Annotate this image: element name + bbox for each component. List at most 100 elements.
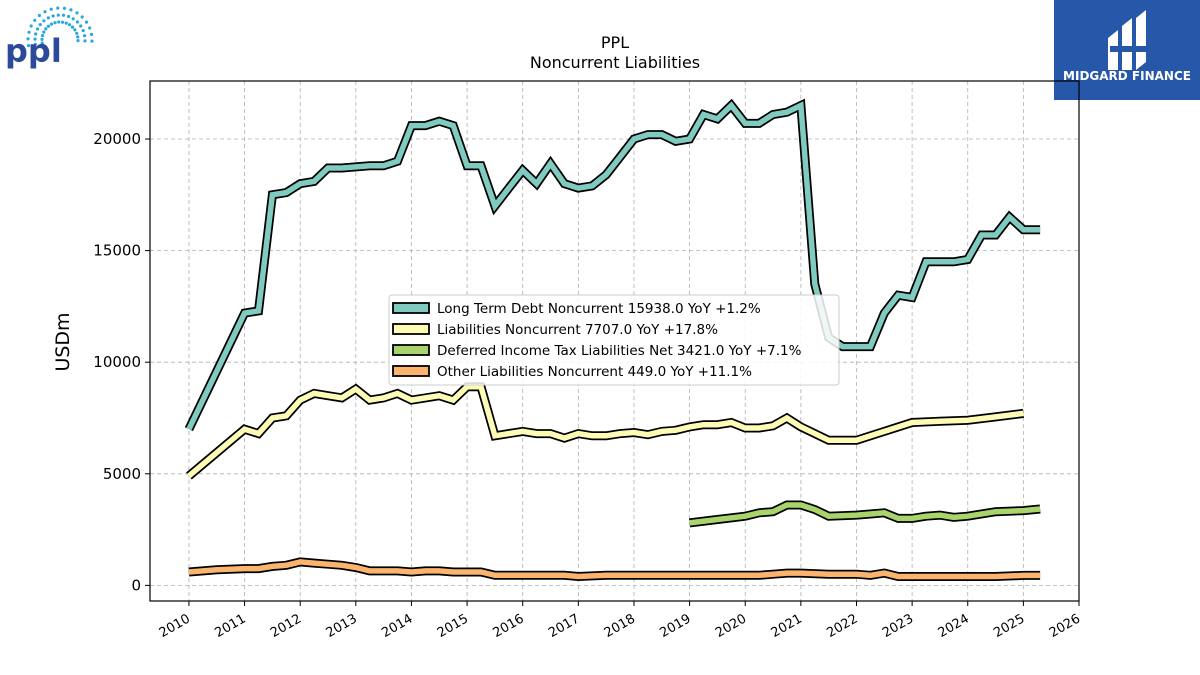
logo-ray-dot: [34, 32, 38, 36]
logo-ray-dot: [42, 19, 46, 23]
logo-ray-dot: [33, 42, 38, 46]
x-tick-label: 2024: [936, 611, 972, 641]
legend-item: Liabilities Noncurrent 7707.0 YoY +17.8%: [392, 322, 718, 338]
series-liabilities-noncurrent: [186, 382, 1024, 480]
logo-ray-dot: [69, 8, 73, 12]
series-line: [187, 384, 1024, 479]
legend-box: [388, 294, 840, 386]
x-tick-label: 2025: [991, 611, 1027, 641]
logo-ray-dot: [49, 22, 54, 26]
midgard-finance-logo: MIDGARD FINANCE: [1054, 0, 1200, 100]
y-tick-label: 0: [131, 576, 141, 594]
series-outline: [186, 382, 1024, 480]
series-line: [188, 559, 1041, 580]
logo-ray-dot: [43, 10, 47, 14]
logo-ray-dot: [73, 28, 77, 32]
legend-label: Other Liabilities Noncurrent 449.0 YoY +…: [437, 364, 752, 380]
x-tick-label: 2016: [491, 611, 527, 641]
logo-ray-dot: [76, 39, 80, 43]
x-tick-label: 2023: [880, 611, 916, 641]
logo-ray-dot: [38, 23, 42, 27]
x-tick-label: 2019: [657, 611, 693, 641]
y-axis-label: USDm: [52, 312, 74, 371]
logo-ray-dot: [79, 24, 83, 28]
x-tick-label: 2021: [769, 611, 805, 641]
x-tick-label: 2026: [1047, 611, 1083, 641]
logo-ray-dot: [26, 44, 31, 48]
logo-ray-dot: [56, 13, 60, 17]
logo-ray-dot: [60, 20, 65, 24]
logo-ray-dot: [64, 21, 68, 25]
logo-ray-dot: [57, 20, 61, 24]
x-tick-label: 2018: [602, 611, 638, 641]
legend-item: Other Liabilities Noncurrent 449.0 YoY +…: [392, 364, 752, 380]
ppl-logo-text: ppl: [5, 32, 62, 70]
logo-ray-dot: [81, 29, 85, 33]
x-tick-label: 2015: [435, 611, 471, 641]
logo-ray-dot: [75, 31, 79, 35]
logo-ray-dot: [40, 37, 44, 42]
logo-ray-dot: [67, 23, 72, 27]
series-deferred-income-tax-liabilities-net: [689, 500, 1041, 528]
chart-subtitle: Noncurrent Liabilities: [530, 53, 700, 72]
logo-ray-dot: [26, 37, 30, 41]
x-axis-ticks: 2010 2011 2012 2013 2014 2015 2016 2017 2018 2019…: [157, 601, 1083, 641]
y-tick-label: 5000: [103, 465, 141, 483]
logo-ray-dot: [67, 14, 71, 19]
logo-ray-dot: [56, 6, 60, 10]
logo-ray-dot: [61, 13, 66, 17]
logo-ray-dot: [53, 21, 57, 25]
series-long-term-debt-noncurrent: [184, 98, 1041, 432]
logo-ray-dot: [46, 16, 50, 20]
logo-ray-dot: [33, 37, 37, 41]
x-tick-label: 2014: [379, 611, 415, 641]
logo-ray-dot: [76, 35, 80, 39]
logo-ray-dot: [70, 25, 75, 29]
logo-ray-dot: [42, 30, 46, 34]
logo-ray-dot: [90, 39, 94, 43]
series-line: [689, 502, 1041, 526]
logo-ray-dot: [84, 20, 89, 24]
legend-item: Deferred Income Tax Liabilities Net 3421…: [392, 343, 802, 359]
logo-ray-dot: [40, 41, 44, 45]
legend-swatch: [392, 302, 430, 314]
logo-ray-dot: [88, 26, 92, 30]
x-tick-label: 2012: [268, 611, 304, 641]
y-tick-label: 20000: [93, 130, 141, 148]
logo-ray-dot: [29, 24, 33, 28]
series-line: [186, 101, 1041, 431]
legend-item: Long Term Debt Noncurrent 15938.0 YoY +1…: [392, 301, 761, 317]
x-tick-label: 2022: [824, 611, 860, 641]
x-tick-label: 2010: [157, 611, 193, 641]
logo-ray-dot: [37, 13, 42, 18]
logo-ray-dot: [35, 27, 40, 31]
logo-ray-dot: [75, 11, 79, 15]
legend-swatch: [392, 365, 430, 377]
logo-ray-dot: [49, 7, 53, 11]
y-axis-ticks: 0 5000 10000 15000 20000: [93, 130, 150, 594]
y-tick-label: 10000: [93, 353, 141, 371]
logo-ray-dot: [83, 34, 87, 38]
legend-label: Liabilities Noncurrent 7707.0 YoY +17.8%: [437, 322, 718, 338]
logo-ray-dot: [71, 17, 75, 21]
chart-title: PPL: [601, 33, 629, 52]
logo-ray-dot: [51, 14, 55, 18]
midgard-logo-mark: [1108, 10, 1146, 70]
logo-ray-dot: [44, 27, 48, 31]
plot-frame: [149, 80, 1080, 602]
logo-ray-dot: [40, 34, 45, 38]
series-other-liabilities-noncurrent: [188, 557, 1041, 582]
series-layer: [184, 98, 1041, 582]
logo-ray-dot: [75, 20, 79, 24]
logo-ray-dot: [46, 24, 51, 28]
legend-swatch: [392, 344, 430, 356]
ppl-logo: ppl: [5, 6, 94, 70]
legend-label: Deferred Income Tax Liabilities Net 3421…: [437, 343, 802, 359]
x-tick-label: 2017: [546, 611, 582, 641]
midgard-logo-text: MIDGARD FINANCE: [1063, 69, 1191, 83]
logo-ray-dot: [27, 30, 31, 34]
logo-ray-dot: [62, 6, 67, 10]
chart-legend: Long Term Debt Noncurrent 15938.0 YoY +1…: [388, 294, 840, 386]
y-tick-label: 15000: [93, 242, 141, 260]
